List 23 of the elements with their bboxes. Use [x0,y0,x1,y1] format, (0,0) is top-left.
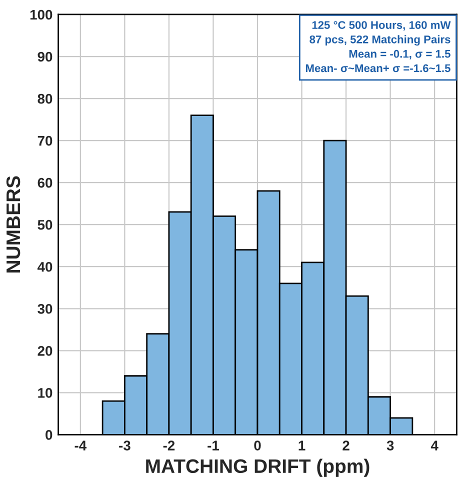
y-axis-title: NUMBERS [6,176,20,272]
x-tick-label: -4 [74,440,87,450]
y-tick-label: 70 [38,136,52,146]
y-tick-label: 100 [30,10,52,20]
x-tick-label: 4 [430,440,438,450]
x-tick-label: -3 [119,440,130,450]
x-axis-title: MATCHING DRIFT (ppm) [146,458,370,477]
y-tick-label: 30 [38,304,52,314]
y-tick-label: 0 [46,430,52,440]
y-tick-label: 50 [38,220,52,230]
x-tick-label: 1 [298,440,306,450]
y-tick-label: 40 [38,262,52,272]
x-tick-label: 2 [342,440,350,450]
y-tick-label: 80 [38,94,52,104]
x-tick-label: 0 [254,440,261,450]
y-tick-label: 20 [38,346,52,356]
y-tick-label: 10 [38,388,52,398]
x-tick-label: -2 [163,440,175,450]
x-tick-label: -1 [208,440,220,450]
y-tick-label: 90 [38,52,52,62]
annotation: 125 °C 500 Hours, 160 mW 87 pcs, 522 Matching Pairs Mean = -0.1, σ = 1.5 Mean- σ~Mean+ σ =-1.6~1.5 [306,21,451,72]
y-tick-label: 60 [38,178,52,188]
x-tick-label: 3 [386,440,394,450]
